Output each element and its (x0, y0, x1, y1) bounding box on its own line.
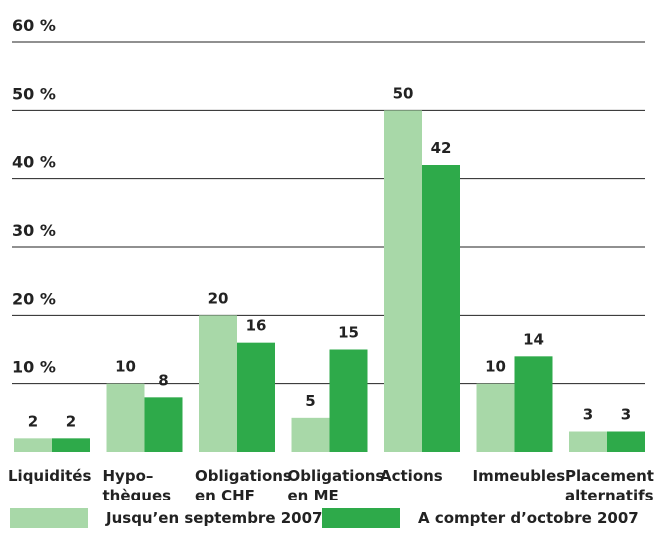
y-tick-label: 60 % (12, 16, 56, 35)
bar-series-1 (106, 383, 145, 452)
data-label: 5 (305, 392, 315, 410)
category-label: Obligations en ME (288, 467, 385, 500)
y-tick-label: 50 % (12, 84, 56, 103)
legend-2: A compter d’octobre 2007 (322, 508, 639, 528)
bar-series-2 (329, 349, 368, 452)
category-label: Liquidités (8, 467, 91, 485)
data-label: 50 (393, 84, 414, 102)
category-label: Actions (380, 467, 443, 485)
data-label: 15 (338, 324, 359, 342)
legend-swatch-series-1 (10, 508, 88, 528)
data-label: 10 (115, 358, 136, 376)
bar-series-1 (199, 315, 237, 452)
data-label: 2 (66, 412, 76, 430)
data-label: 14 (523, 330, 544, 348)
category-label: Immeubles (473, 467, 566, 485)
bar-series-1 (476, 383, 515, 452)
legend: Jusqu’en septembre 2007 (10, 508, 322, 528)
legend-label-series-2: A compter d’octobre 2007 (418, 509, 639, 527)
bar-series-1 (569, 431, 607, 452)
bar-series-2 (144, 397, 183, 452)
data-label: 8 (158, 371, 168, 389)
bar-chart: 60 % 50 % 40 % 30 % 20 % 10 % 2 2 Liquidités 10 8 H… (8, 16, 654, 500)
data-label: 2 (28, 412, 38, 430)
legend-swatch-series-2 (322, 508, 400, 528)
y-tick-label: 10 % (12, 358, 56, 377)
bar-series-2 (52, 438, 90, 452)
bar-series-1 (384, 110, 422, 452)
bar-series-2 (514, 356, 553, 452)
data-label: 3 (621, 406, 631, 424)
y-tick-label: 40 % (12, 153, 56, 172)
bar-series-2 (422, 165, 460, 452)
category-label: Obligations en CHF (195, 467, 292, 500)
y-tick-label: 20 % (12, 289, 56, 308)
data-label: 16 (246, 317, 267, 335)
category-label: Placements alternatifs (565, 467, 654, 500)
y-tick-label: 30 % (12, 221, 56, 240)
data-label: 20 (208, 289, 229, 307)
bar-series-1 (291, 417, 330, 452)
data-label: 3 (583, 406, 593, 424)
data-label: 42 (431, 139, 452, 157)
bar-series-2 (607, 431, 645, 452)
category-label: Hypo– thèques (103, 467, 172, 500)
data-label: 10 (485, 358, 506, 376)
bar-series-1 (14, 438, 52, 452)
bar-series-2 (237, 342, 275, 452)
legend-label-series-1: Jusqu’en septembre 2007 (106, 509, 323, 527)
